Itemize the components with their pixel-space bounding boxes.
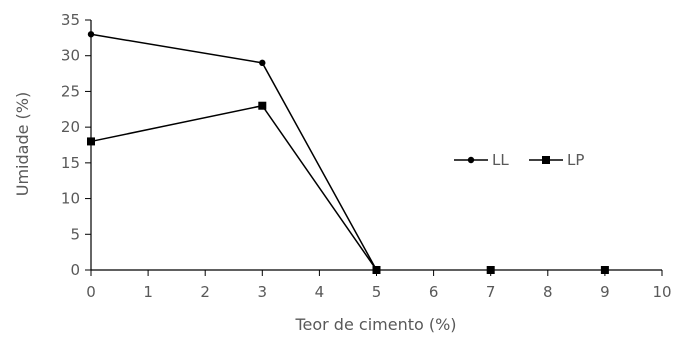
legend-label-ll: LL	[492, 151, 509, 169]
x-tick-label: 2	[200, 283, 210, 301]
axes: 0 5 10 15 20 25 30 35 0 1 2 3 4 5 6 7 8 9 10	[61, 11, 672, 301]
y-tick-label: 25	[61, 82, 80, 100]
y-tick-label: 0	[70, 261, 80, 279]
series-line-lp	[90, 104, 378, 271]
x-tick-label: 10	[652, 283, 671, 301]
data-point-lp	[258, 101, 267, 110]
data-point-lp	[372, 266, 381, 274]
x-tick-label: 8	[543, 283, 553, 301]
y-tick-label: 5	[70, 225, 80, 243]
series-line-ll	[90, 33, 378, 271]
y-axis-title: Umidade (%)	[13, 92, 32, 196]
data-point-lp	[600, 266, 609, 274]
y-tick-label: 20	[61, 118, 80, 136]
x-tick-label: 3	[258, 283, 268, 301]
data-point-lp	[486, 266, 495, 274]
legend-marker-lp	[542, 156, 550, 164]
x-tick-label: 1	[143, 283, 153, 301]
x-axis-title: Teor de cimento (%)	[294, 315, 456, 334]
y-tick-label: 10	[61, 190, 80, 208]
series-layer	[87, 31, 609, 274]
legend: LL LP	[454, 151, 584, 169]
x-tick-label: 7	[486, 283, 496, 301]
data-point-ll	[87, 31, 95, 38]
x-tick-label: 4	[315, 283, 325, 301]
data-point-lp	[87, 137, 95, 146]
legend-marker-ll	[467, 156, 475, 164]
y-tick-label: 35	[61, 11, 80, 29]
legend-label-lp: LP	[567, 151, 584, 169]
x-tick-label: 0	[86, 283, 96, 301]
x-tick-label: 6	[429, 283, 439, 301]
y-tick-label: 15	[61, 154, 80, 172]
x-tick-label: 9	[600, 283, 610, 301]
data-point-ll	[259, 59, 266, 67]
y-tick-label: 30	[61, 47, 80, 65]
x-tick-label: 5	[372, 283, 382, 301]
